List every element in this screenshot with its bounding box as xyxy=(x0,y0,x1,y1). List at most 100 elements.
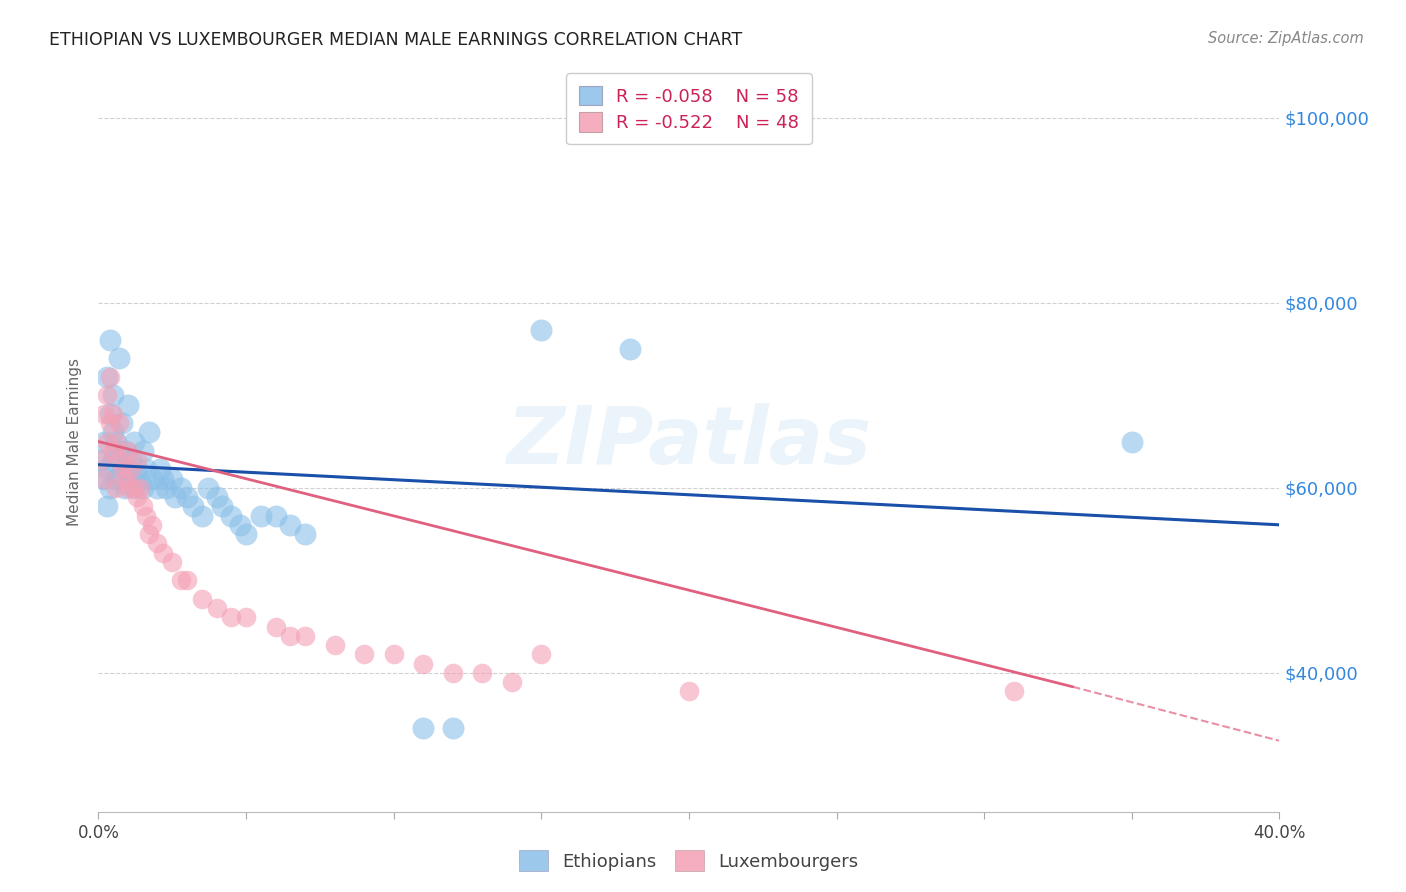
Point xyxy=(114,443,136,458)
Point xyxy=(105,471,128,485)
Point xyxy=(278,517,302,532)
Point xyxy=(122,481,145,495)
Point xyxy=(117,443,139,458)
Point xyxy=(108,453,131,467)
Point xyxy=(135,508,157,523)
Point xyxy=(141,517,163,532)
Point xyxy=(441,722,464,736)
Point xyxy=(132,481,155,495)
Point xyxy=(323,638,346,652)
Point xyxy=(278,629,302,643)
Point xyxy=(353,648,375,662)
Point xyxy=(103,425,125,440)
Point xyxy=(205,490,228,504)
Point xyxy=(155,481,177,495)
Point xyxy=(103,388,125,402)
Point xyxy=(176,574,198,588)
Point xyxy=(98,481,121,495)
Point xyxy=(294,629,316,643)
Point xyxy=(125,490,148,504)
Point xyxy=(149,462,172,476)
Point xyxy=(138,527,160,541)
Point xyxy=(235,610,257,624)
Point xyxy=(122,434,145,449)
Point xyxy=(111,462,134,476)
Point xyxy=(98,333,121,347)
Point xyxy=(170,574,193,588)
Legend: R = -0.058    N = 58, R = -0.522    N = 48: R = -0.058 N = 58, R = -0.522 N = 48 xyxy=(565,73,813,145)
Point xyxy=(122,481,145,495)
Point xyxy=(125,462,148,476)
Point xyxy=(176,490,198,504)
Point xyxy=(191,591,214,606)
Point xyxy=(120,471,142,485)
Text: ZIPatlas: ZIPatlas xyxy=(506,402,872,481)
Point xyxy=(90,453,112,467)
Point xyxy=(412,657,434,671)
Point xyxy=(125,453,148,467)
Point xyxy=(108,443,131,458)
Point xyxy=(90,453,112,467)
Point xyxy=(103,443,125,458)
Point xyxy=(181,500,204,514)
Point xyxy=(120,453,142,467)
Point xyxy=(412,722,434,736)
Point xyxy=(117,462,139,476)
Point xyxy=(93,434,115,449)
Point xyxy=(96,462,118,476)
Point xyxy=(264,619,287,633)
Point xyxy=(105,434,128,449)
Point xyxy=(103,407,125,421)
Point xyxy=(117,397,139,411)
Point xyxy=(93,471,115,485)
Point xyxy=(219,610,242,624)
Point xyxy=(1002,684,1025,698)
Point xyxy=(146,481,169,495)
Point xyxy=(108,416,131,430)
Point xyxy=(98,407,121,421)
Point xyxy=(114,481,136,495)
Point xyxy=(135,462,157,476)
Point xyxy=(146,536,169,550)
Point xyxy=(530,648,553,662)
Point xyxy=(162,555,183,569)
Point xyxy=(108,351,131,366)
Point xyxy=(205,601,228,615)
Point xyxy=(98,416,121,430)
Text: ETHIOPIAN VS LUXEMBOURGER MEDIAN MALE EARNINGS CORRELATION CHART: ETHIOPIAN VS LUXEMBOURGER MEDIAN MALE EA… xyxy=(49,31,742,49)
Point xyxy=(211,500,233,514)
Point xyxy=(441,665,464,680)
Point xyxy=(114,471,136,485)
Point xyxy=(501,675,523,690)
Point xyxy=(132,443,155,458)
Y-axis label: Median Male Earnings: Median Male Earnings xyxy=(67,358,83,525)
Point xyxy=(170,481,193,495)
Point xyxy=(111,416,134,430)
Point xyxy=(105,481,128,495)
Point xyxy=(120,462,142,476)
Point xyxy=(98,369,121,384)
Point xyxy=(152,545,174,560)
Text: Source: ZipAtlas.com: Source: ZipAtlas.com xyxy=(1208,31,1364,46)
Point xyxy=(235,527,257,541)
Point xyxy=(219,508,242,523)
Point xyxy=(197,481,219,495)
Point xyxy=(96,434,118,449)
Point xyxy=(678,684,700,698)
Point xyxy=(111,462,134,476)
Point xyxy=(141,471,163,485)
Point xyxy=(191,508,214,523)
Point xyxy=(165,490,187,504)
Point xyxy=(152,471,174,485)
Point xyxy=(93,407,115,421)
Point xyxy=(294,527,316,541)
Point xyxy=(96,388,118,402)
Point xyxy=(471,665,494,680)
Point xyxy=(128,481,150,495)
Point xyxy=(128,471,150,485)
Point xyxy=(132,500,155,514)
Point xyxy=(1121,434,1143,449)
Legend: Ethiopians, Luxembourgers: Ethiopians, Luxembourgers xyxy=(512,843,866,879)
Point xyxy=(93,471,115,485)
Point xyxy=(382,648,405,662)
